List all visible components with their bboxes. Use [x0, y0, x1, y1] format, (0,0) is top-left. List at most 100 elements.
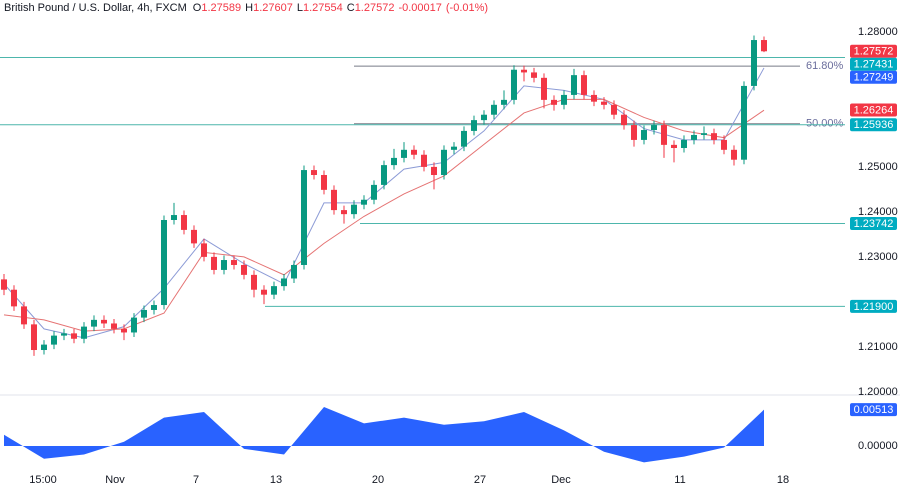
- y-tick-label: 1.24000: [858, 206, 898, 218]
- y-tick-label: 1.23000: [858, 251, 898, 263]
- price-label: 1.25936: [854, 119, 894, 131]
- change: -0.00017: [398, 2, 442, 14]
- symbol-title: British Pound / U.S. Dollar, 4h, FXCM: [4, 2, 187, 14]
- x-tick-label: 7: [193, 474, 199, 486]
- candle-body: [41, 344, 47, 351]
- price-label: 1.26264: [854, 104, 894, 116]
- candle-body: [681, 139, 687, 149]
- price-label-box: [850, 217, 897, 231]
- price-label: 1.21900: [854, 301, 894, 313]
- candle-body: [731, 149, 737, 160]
- x-tick-label: Dec: [551, 474, 571, 486]
- candle-body: [101, 319, 107, 324]
- ohlc-value: 1.27572: [354, 2, 395, 14]
- candle-body: [281, 278, 287, 287]
- price-label: 1.27431: [854, 59, 894, 71]
- candle-body: [1, 279, 7, 290]
- candle-body: [531, 72, 537, 78]
- candle-body: [441, 149, 447, 176]
- header: British Pound / U.S. Dollar, 4h, FXCM O1.…: [4, 2, 492, 14]
- x-tick-label: 15:00: [29, 474, 57, 486]
- candle-body: [621, 114, 627, 126]
- candle-body: [111, 323, 117, 329]
- candle-body: [431, 166, 437, 176]
- candle-body: [131, 317, 137, 333]
- candle-body: [421, 154, 427, 167]
- candle-body: [461, 130, 467, 147]
- candle-body: [231, 260, 237, 265]
- candle-body: [701, 133, 707, 135]
- candle-body: [141, 309, 147, 318]
- candle-body: [381, 165, 387, 185]
- candle-body: [541, 77, 547, 100]
- ohlc-prefix: C: [346, 2, 355, 14]
- candle-body: [571, 75, 577, 95]
- candle-body: [661, 125, 667, 145]
- candle-body: [91, 319, 97, 327]
- candle-body: [321, 175, 327, 190]
- candle-body: [481, 114, 487, 121]
- candle-body: [741, 85, 747, 160]
- x-tick-label: 18: [777, 474, 789, 486]
- candle-body: [551, 99, 557, 105]
- price-label-box: [850, 44, 897, 58]
- candle-body: [71, 333, 77, 339]
- candle-body: [261, 289, 267, 295]
- candle-body: [211, 256, 217, 270]
- candle-body: [611, 104, 617, 115]
- candle-body: [581, 75, 587, 95]
- candle-body: [401, 149, 407, 158]
- price-label: 1.23742: [854, 218, 894, 230]
- candle-body: [81, 326, 87, 339]
- candle-body: [691, 134, 697, 140]
- candle-body: [411, 149, 417, 155]
- candle-body: [451, 146, 457, 150]
- candle-body: [631, 125, 637, 140]
- candle-body: [511, 69, 517, 100]
- x-tick-label: Nov: [105, 474, 125, 486]
- y-tick-label: 1.28000: [858, 26, 898, 38]
- candle-body: [61, 333, 67, 336]
- candle-body: [11, 289, 17, 307]
- ohlc-value: 1.27554: [302, 2, 343, 14]
- candle-body: [671, 144, 677, 149]
- candle-body: [641, 130, 647, 140]
- candle-body: [31, 324, 37, 351]
- x-tick-label: 13: [270, 474, 282, 486]
- candle-body: [591, 94, 597, 102]
- candle-body: [271, 286, 277, 295]
- candle-body: [191, 229, 197, 244]
- x-tick-label: 27: [474, 474, 486, 486]
- candle-body: [601, 101, 607, 105]
- moving-average: [3, 67, 765, 339]
- candle-body: [161, 219, 167, 306]
- candle-body: [221, 260, 227, 270]
- x-tick-label: 20: [372, 474, 384, 486]
- price-label: 1.27572: [854, 46, 894, 58]
- candle-body: [51, 335, 57, 345]
- candle-body: [241, 264, 247, 275]
- candle-body: [751, 40, 757, 86]
- price-label-box: [850, 70, 897, 84]
- y-tick-label: 1.25000: [858, 161, 898, 173]
- osc-label-box: [850, 403, 897, 417]
- price-label-box: [850, 103, 897, 117]
- candle-body: [181, 215, 187, 230]
- candle-body: [521, 69, 527, 73]
- change-pct: (-0.01%): [445, 2, 489, 14]
- candle-body: [761, 40, 767, 52]
- y-tick-label: 1.20000: [858, 386, 898, 398]
- candle-body: [651, 125, 657, 131]
- candle-body: [171, 215, 177, 220]
- candle-body: [291, 264, 297, 279]
- price-label-box: [850, 118, 897, 132]
- candle-body: [471, 120, 477, 131]
- fib-label: 50.00%: [806, 118, 844, 130]
- candle-body: [361, 199, 367, 205]
- osc-tick-label: 0.00000: [858, 440, 898, 452]
- candle-body: [351, 204, 357, 215]
- price-label-box: [850, 299, 897, 313]
- candle-body: [151, 305, 157, 310]
- candle-body: [301, 170, 307, 265]
